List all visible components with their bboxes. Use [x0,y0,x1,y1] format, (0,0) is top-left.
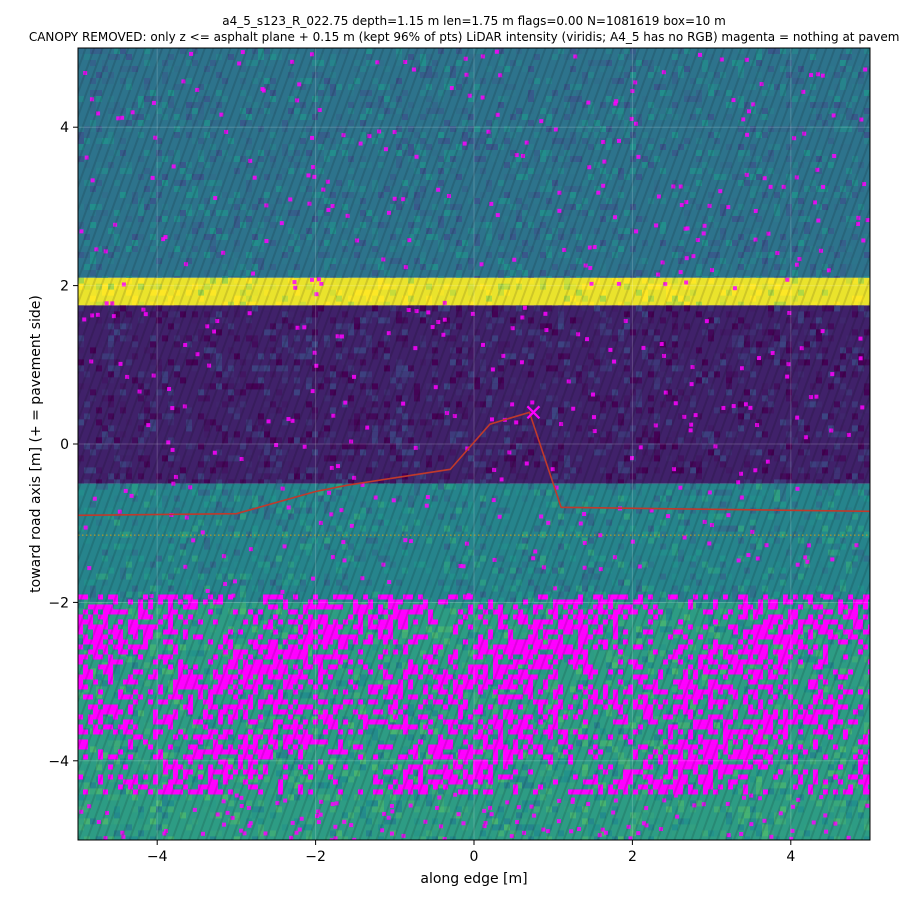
x-axis-label: along edge [m] [420,871,527,887]
x-tick-label: 4 [786,849,795,865]
y-tick-label: −4 [48,754,69,770]
y-tick-label: 4 [60,120,69,136]
x-tick-label: 2 [628,849,637,865]
chart-title: a4_5_s123_R_022.75 depth=1.15 m len=1.75… [222,14,726,28]
y-tick-label: −2 [48,595,69,611]
x-tick-label: −4 [147,849,168,865]
marker-x [526,405,541,420]
y-tick-label: 2 [60,279,69,295]
y-axis: −4 −2 0 2 4 [48,120,78,770]
plot-area [78,48,870,840]
scan-stripe-texture [78,48,870,840]
y-tick-label: 0 [60,437,69,453]
x-axis: −4 −2 0 2 4 [147,840,795,865]
marker-stroke-b [526,405,541,420]
y-axis-label: toward road axis [m] (+ = pavement side) [28,295,44,593]
edge-line [78,411,870,517]
x-tick-label: 0 [470,849,479,865]
chart-subtitle: CANOPY REMOVED: only z <= asphalt plane … [29,30,900,44]
grid-lines [78,48,870,840]
x-tick-label: −2 [305,849,326,865]
